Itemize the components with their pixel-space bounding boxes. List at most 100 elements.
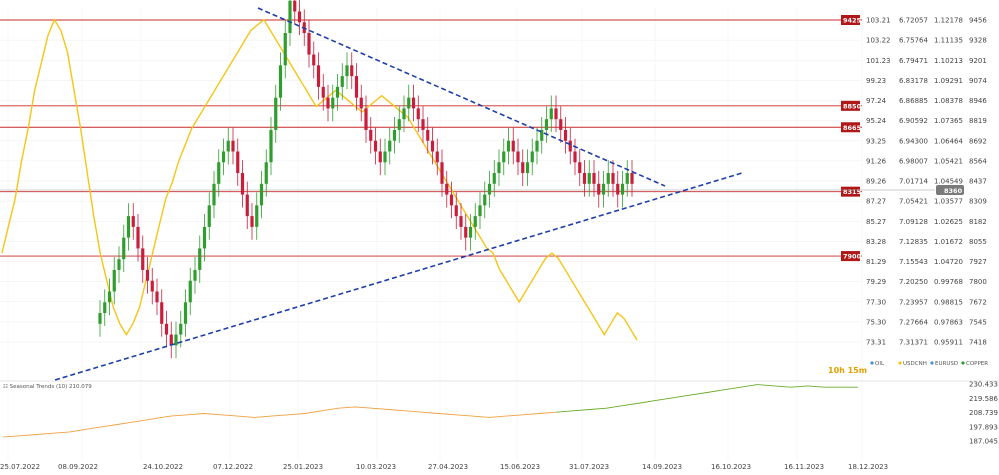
x-tick-label: 25.01.2023: [283, 463, 323, 471]
axis3-tick: 1.11135: [934, 37, 963, 45]
axis2-tick: 7.20250: [899, 278, 928, 286]
axis3-tick: 1.01672: [934, 238, 963, 246]
seasonal-indicator: 230.433 219.586 208.739 197.893 187.045: [0, 381, 999, 446]
candle-body: [383, 151, 387, 163]
legend-dot: [870, 361, 874, 365]
axis1-tick: 83.28: [866, 238, 886, 246]
level-tag: [841, 186, 860, 197]
candle-body: [440, 162, 444, 184]
candle-body: [473, 216, 477, 227]
x-tick-label: 10.03.2023: [356, 463, 396, 471]
candle-body: [540, 129, 544, 141]
candle-body: [312, 54, 316, 66]
candle-body: [150, 280, 154, 292]
lower-trendline: [54, 172, 743, 381]
candle-body: [445, 183, 449, 195]
axis1-tick: 103.21: [866, 17, 891, 25]
x-tick-label: 31.07.2023: [569, 463, 609, 471]
axis3-tick: 1.06464: [934, 137, 963, 145]
axis4-tick: 7927: [969, 258, 987, 266]
time-axis: 25.07.2022 08.09.2022 24.10.2022 07.12.2022…: [0, 463, 888, 471]
axis3-tick: 0.95911: [934, 339, 963, 347]
usdcnh-series: [1, 18, 638, 341]
candle-body: [169, 334, 173, 346]
axis3-tick: 1.03577: [934, 198, 963, 206]
level-label: 7900: [843, 253, 862, 261]
axis4-tick: 8055: [969, 238, 987, 246]
candle-body: [506, 140, 511, 152]
current-price: 8360: [944, 187, 963, 195]
candle-body: [516, 151, 520, 163]
candle-body: [464, 226, 468, 238]
candle-body: [145, 269, 150, 281]
axis1-tick: 93.25: [866, 137, 886, 145]
candle-body: [369, 129, 373, 141]
axis1-tick: 91.26: [866, 157, 887, 165]
grid-lines: [0, 8, 863, 460]
candle-body: [392, 129, 397, 141]
x-tick-label: 07.12.2022: [213, 463, 253, 471]
candle-body: [601, 183, 606, 195]
candle-body: [179, 323, 183, 335]
x-tick-label: 14.09.2023: [642, 463, 682, 471]
axis2-tick: 7.12835: [899, 238, 928, 246]
candle-body: [416, 108, 420, 120]
candle-body: [611, 173, 615, 184]
axis3-tick: 1.05421: [934, 157, 963, 165]
legend-dot: [898, 361, 902, 365]
candle-body: [487, 183, 492, 195]
candle-body: [350, 65, 354, 77]
candle-body: [359, 97, 363, 109]
candle-body: [568, 140, 572, 152]
candle-body: [240, 173, 245, 195]
candle-body: [126, 216, 131, 238]
candle-body: [297, 11, 302, 23]
instrument-legend[interactable]: OIL USDCNH EURUSD COPPER: [870, 361, 988, 367]
axis2-tick: 6.94300: [899, 137, 928, 145]
price-axes: 103.21 6.72057 1.12178 9456 103.22 6.75764 1.1…: [866, 17, 987, 347]
candle-body: [525, 162, 530, 174]
axis1-tick: 73.31: [866, 339, 886, 347]
candle-body: [554, 108, 558, 120]
candle-body: [559, 119, 563, 130]
candle-body: [117, 259, 121, 270]
axis1-tick: 87.27: [866, 198, 886, 206]
candle-body: [103, 302, 107, 314]
candle-body: [231, 140, 235, 152]
axis2-tick: 7.01714: [899, 178, 928, 186]
candle-body: [293, 0, 297, 12]
axis3-tick: 1.02625: [934, 218, 963, 226]
candle-body: [497, 162, 501, 174]
candle-body: [183, 302, 188, 324]
candle-body: [535, 140, 539, 152]
candle-body: [202, 226, 207, 249]
axis3-tick: 0.97863: [934, 318, 963, 326]
candle-body: [255, 205, 259, 227]
axis3-tick: 1.07365: [934, 117, 963, 125]
candle-body: [468, 226, 473, 238]
x-tick-label: 16.11.2023: [784, 463, 824, 471]
candle-body: [354, 76, 359, 98]
candle-body: [544, 119, 549, 130]
level-tag: [841, 100, 860, 111]
candle-body: [388, 140, 392, 152]
axis3-tick: 1.10213: [934, 57, 963, 65]
candle-body: [122, 237, 126, 260]
horizontal-levels: 9425 8850 8665 8315 7900: [0, 15, 935, 262]
candle-body: [136, 226, 140, 249]
level-label: 8665: [843, 124, 862, 132]
axis4-tick: 9201: [969, 57, 987, 65]
candle-body: [307, 33, 311, 55]
candle-body: [245, 194, 249, 217]
candle-body: [411, 97, 416, 109]
candle-body: [345, 65, 349, 77]
axis4-tick: 8564: [969, 157, 987, 165]
current-price-badge: 8360: [936, 185, 964, 195]
candle-body: [278, 65, 283, 98]
x-tick-label: 16.10.2023: [711, 463, 751, 471]
axis1-tick: 97.24: [866, 97, 887, 105]
candle-body: [521, 162, 525, 174]
candle-body: [435, 151, 439, 163]
candle-body: [597, 183, 601, 195]
